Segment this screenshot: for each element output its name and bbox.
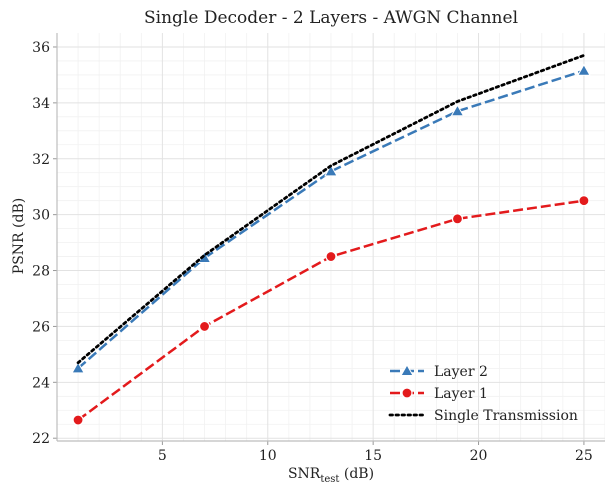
legend: Layer 2 Layer 1 Single Transmission xyxy=(388,363,578,424)
circle-marker xyxy=(72,414,84,426)
y-tick-label: 36 xyxy=(32,40,50,56)
y-tick-label: 22 xyxy=(32,431,50,447)
legend-label: Layer 2 xyxy=(434,364,488,380)
circle-marker xyxy=(325,250,337,263)
legend-item: Single Transmission xyxy=(388,408,578,424)
legend-item: Layer 2 xyxy=(390,363,488,380)
tick-labels: 5 10 15 20 25 22 24 26 28 30 32 34 36 xyxy=(32,40,593,464)
legend-item: Layer 1 xyxy=(390,386,488,402)
triangle-marker xyxy=(324,164,338,177)
series-layer-1 xyxy=(72,195,590,426)
circle-marker xyxy=(198,320,211,333)
series-single-transmission xyxy=(76,53,586,365)
y-axis-label: PSNR (dB) xyxy=(11,198,27,274)
y-tick-label: 26 xyxy=(32,319,50,335)
x-tick-label: 20 xyxy=(470,448,488,464)
legend-label: Single Transmission xyxy=(434,408,578,424)
triangle-marker xyxy=(71,361,85,374)
axes-frame xyxy=(56,33,605,442)
x-axis-label: SNRtest (dB) xyxy=(288,466,374,483)
minor-grid xyxy=(57,33,605,441)
legend-label: Layer 1 xyxy=(434,386,488,402)
y-tick-label: 24 xyxy=(32,375,50,391)
x-tick-label: 15 xyxy=(364,448,382,464)
x-tick-label: 5 xyxy=(158,448,167,464)
major-grid xyxy=(53,33,605,445)
series-line xyxy=(77,69,585,370)
chart-title: Single Decoder - 2 Layers - AWGN Channel xyxy=(144,8,518,28)
circle-marker xyxy=(578,195,590,207)
y-tick-label: 28 xyxy=(32,264,50,280)
circle-marker xyxy=(401,387,413,399)
y-tick-label: 30 xyxy=(32,208,50,224)
series-line xyxy=(76,53,586,365)
triangle-marker xyxy=(450,104,465,117)
x-tick-label: 25 xyxy=(575,448,593,464)
series-layer xyxy=(71,53,591,426)
triangle-marker xyxy=(577,63,591,76)
y-tick-label: 32 xyxy=(32,152,50,168)
x-tick-label: 10 xyxy=(259,448,277,464)
y-tick-label: 34 xyxy=(32,96,50,112)
triangle-marker xyxy=(400,363,414,376)
circle-marker xyxy=(451,213,464,225)
